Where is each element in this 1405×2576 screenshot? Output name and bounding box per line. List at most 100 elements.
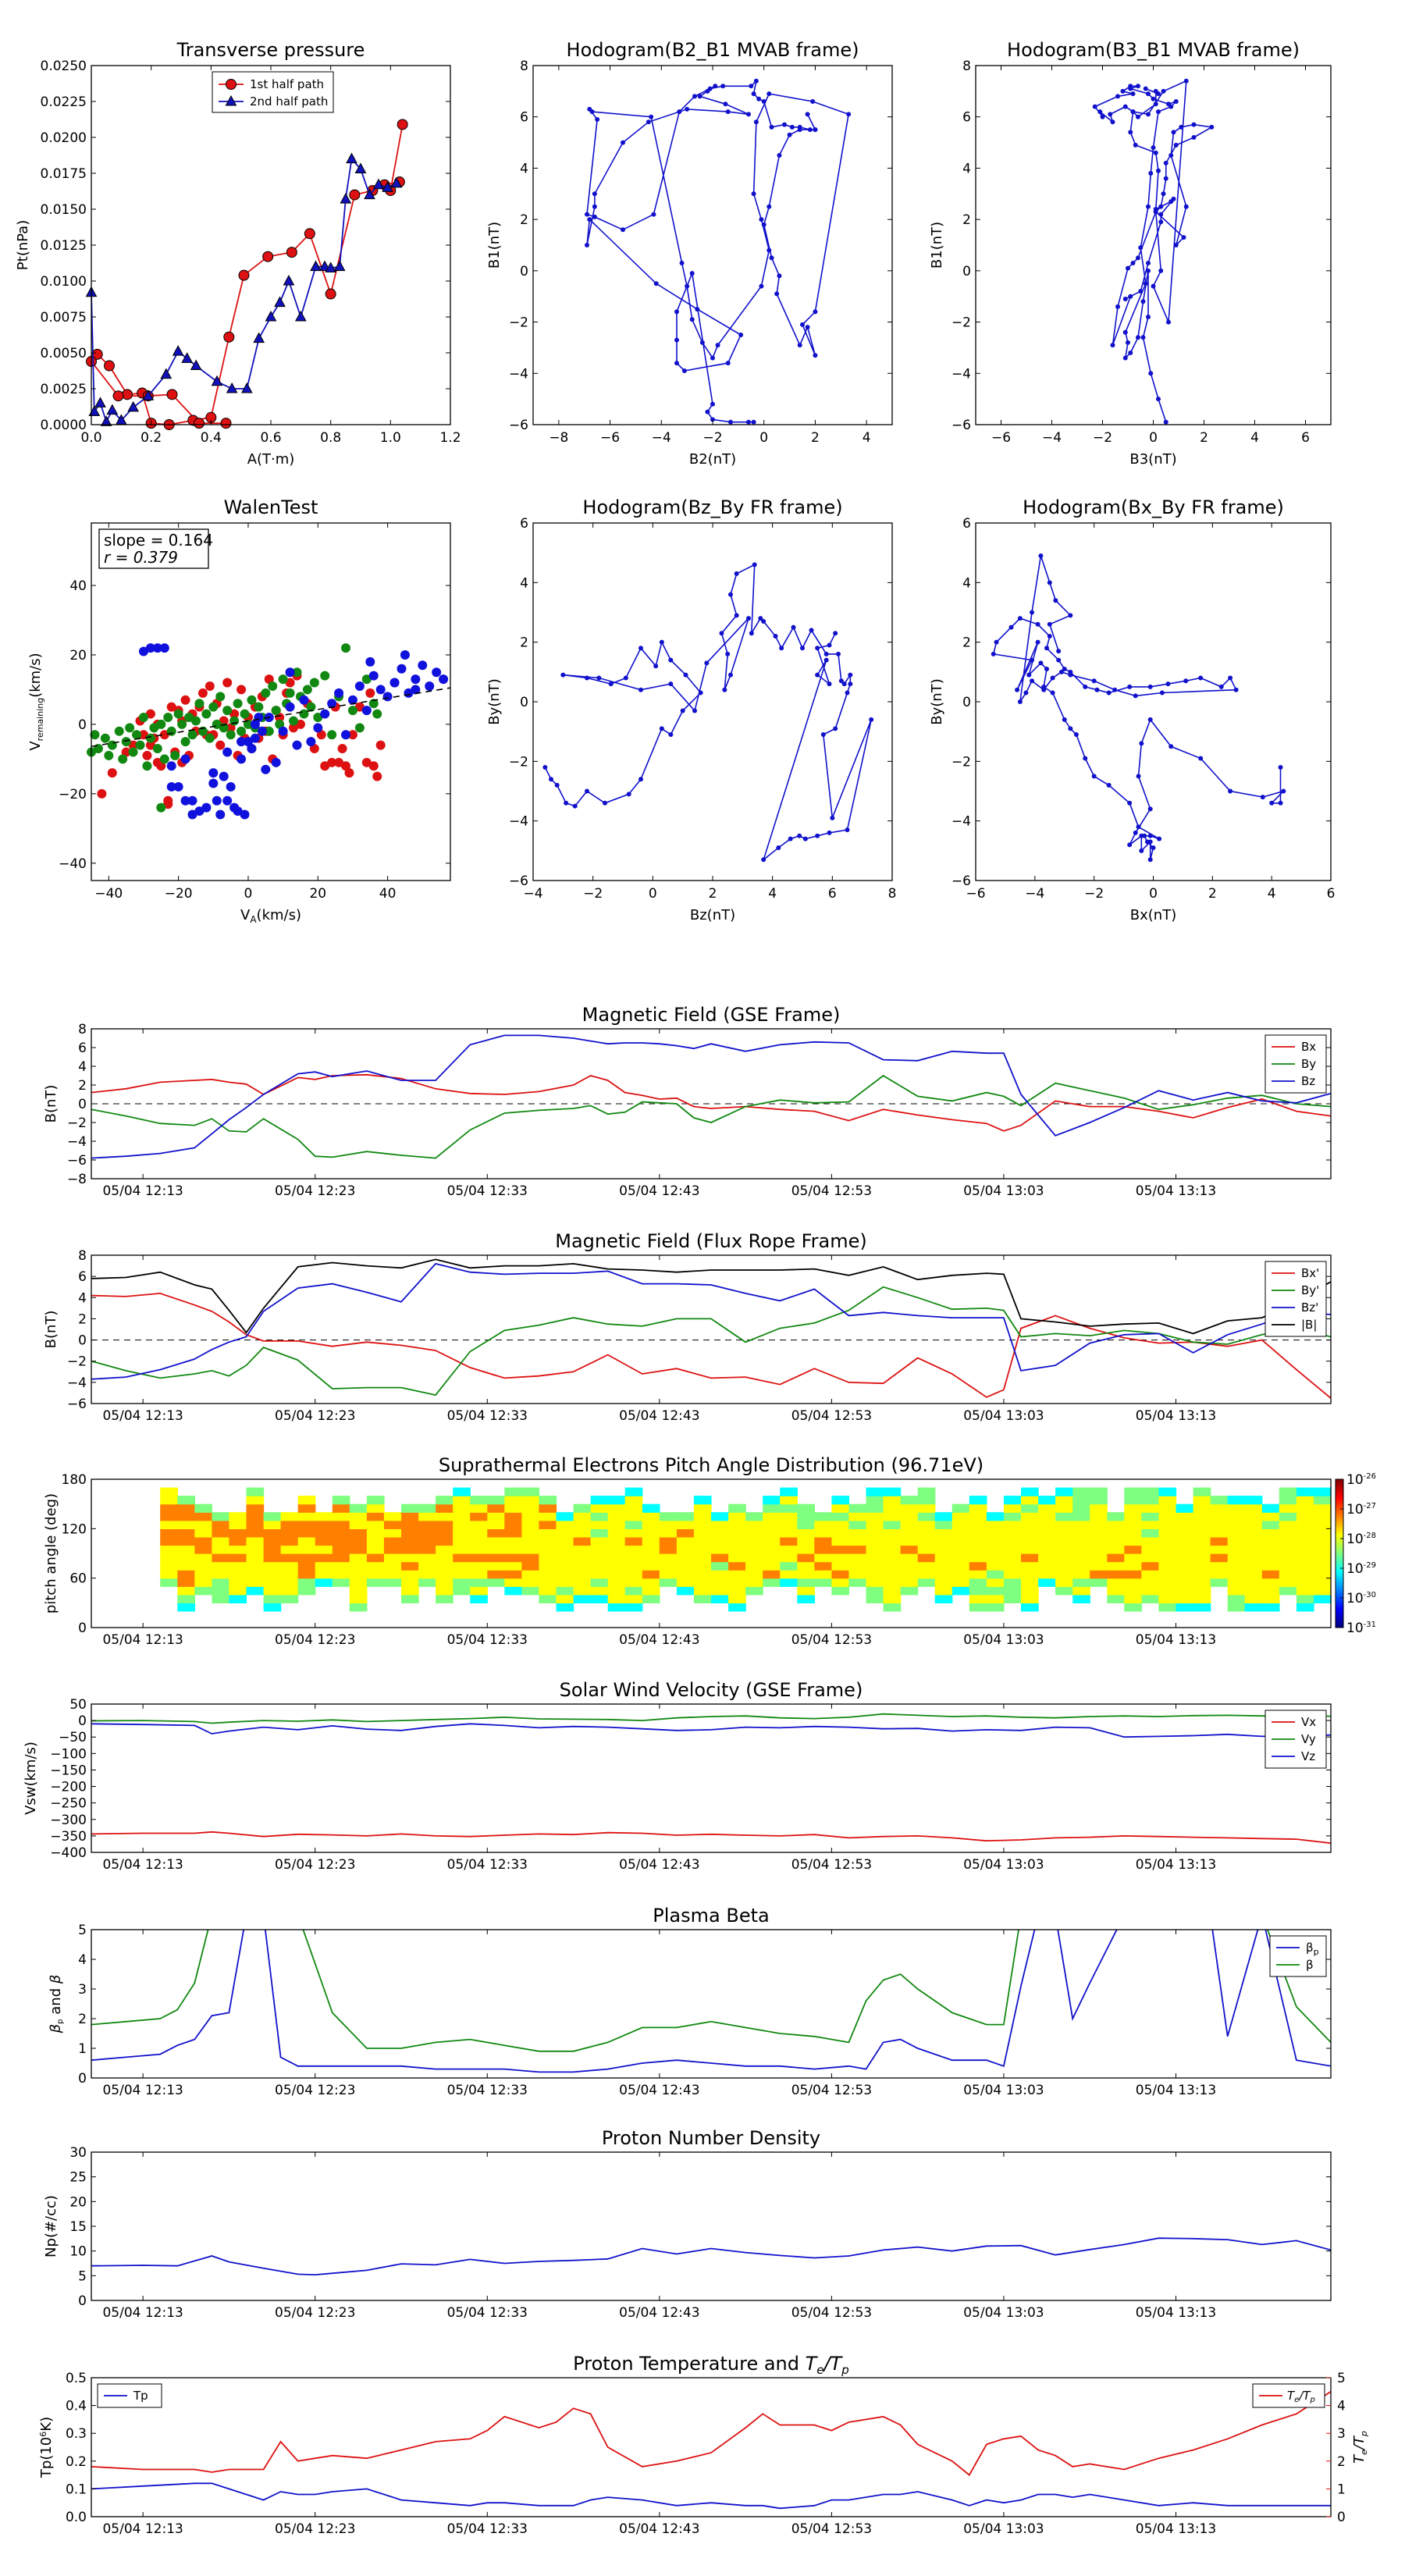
heatmap-cell (969, 1553, 987, 1563)
data-point (751, 419, 756, 425)
data-point (389, 678, 400, 688)
data-point (145, 643, 155, 653)
data-point (361, 706, 372, 716)
data-point (674, 337, 679, 343)
heatmap-cell (539, 1553, 557, 1563)
series-line-1 (91, 1292, 1331, 1399)
data-point (201, 709, 212, 719)
data-point (135, 740, 145, 750)
heatmap-cell (659, 1570, 678, 1579)
heatmap-cell (470, 1536, 488, 1546)
data-point (753, 78, 759, 84)
data-point (354, 723, 365, 733)
heatmap-cell (1021, 1545, 1039, 1554)
heatmap-cell (1072, 1561, 1090, 1571)
tp2-ytick-label: 0.2 (66, 2454, 87, 2470)
heatmap-cell (504, 1496, 522, 1505)
mag_gse-ytick-label: −8 (67, 1172, 87, 1187)
np-ytick-label: 10 (69, 2244, 87, 2260)
heatmap-cell (693, 1545, 712, 1554)
mag_fr-ytick-label: −4 (67, 1375, 87, 1391)
data-point (271, 706, 281, 716)
heatmap-cell (1244, 1496, 1263, 1505)
heatmap-cell (934, 1520, 953, 1529)
heatmap-cell (676, 1520, 695, 1529)
heatmap-cell (212, 1545, 230, 1554)
heatmap-cell (659, 1512, 678, 1521)
heatmap-cell (1244, 1520, 1263, 1529)
data-point (689, 271, 695, 276)
data-point (1168, 744, 1174, 749)
heatmap-cell (383, 1545, 402, 1554)
heatmap-cell (366, 1503, 385, 1513)
heatmap-cell (1038, 1528, 1056, 1538)
heatmap-cell (848, 1561, 867, 1571)
heatmap-cell (745, 1570, 763, 1579)
heatmap-cell (194, 1561, 212, 1571)
heatmap-cell (1107, 1512, 1125, 1521)
heatmap-cell (1072, 1487, 1090, 1496)
data-point (180, 795, 190, 806)
h2-ytick-label: 6 (962, 110, 971, 126)
heatmap-cell (1055, 1496, 1073, 1505)
heatmap-cell (1279, 1545, 1297, 1554)
heatmap-cell (1227, 1603, 1246, 1612)
heatmap-cell (401, 1570, 419, 1579)
legend-label: β (1306, 1958, 1314, 1972)
heatmap-cell (1107, 1520, 1125, 1529)
data-point (1147, 717, 1153, 722)
data-point (285, 678, 295, 688)
tp-xtick-label: 0.2 (140, 430, 162, 446)
heatmap-cell (470, 1561, 488, 1571)
h4-ytick-label: 0 (962, 695, 971, 710)
heatmap-cell (1158, 1503, 1177, 1513)
data-point (1110, 343, 1115, 348)
data-point (1136, 774, 1141, 779)
data-point (247, 695, 257, 705)
heatmap-cell (745, 1561, 763, 1571)
heatmap-cell (194, 1536, 212, 1546)
data-point (1056, 657, 1062, 663)
heatmap-cell (917, 1553, 936, 1563)
heatmap-cell (590, 1578, 609, 1587)
heatmap-cell (263, 1578, 282, 1587)
heatmap-cell (521, 1536, 540, 1546)
heatmap-cell (831, 1496, 850, 1505)
heatmap-cell (470, 1545, 488, 1554)
heatmap-cell (624, 1512, 643, 1521)
heatmap-cell (951, 1561, 970, 1571)
data-point (677, 109, 682, 115)
heatmap-cell (1279, 1496, 1297, 1505)
mag_fr-ytick-label: 0 (78, 1333, 87, 1349)
heatmap-cell (539, 1536, 557, 1546)
np-ytick-label: 15 (69, 2219, 87, 2235)
heatmap-cell (470, 1528, 488, 1538)
heatmap-cell (1124, 1586, 1142, 1596)
heatmap-cell (453, 1512, 471, 1521)
heatmap-cell (1296, 1561, 1314, 1571)
data-point (560, 672, 566, 678)
data-point (302, 685, 312, 695)
data-point (746, 112, 751, 117)
heatmap-cell (624, 1578, 643, 1587)
heatmap-cell (160, 1528, 178, 1538)
heatmap-cell (1261, 1503, 1280, 1513)
legend-box (1264, 1261, 1327, 1337)
heatmap-cell (728, 1561, 746, 1571)
heatmap-cell (797, 1561, 815, 1571)
chart-title: Suprathermal Electrons Pitch Angle Distr… (439, 1454, 984, 1476)
heatmap-cell (453, 1553, 471, 1563)
heatmap-cell (246, 1520, 265, 1529)
heatmap-cell (383, 1528, 402, 1538)
heatmap-cell (1141, 1536, 1160, 1546)
data-point (1030, 610, 1035, 615)
heatmap-cell (453, 1586, 471, 1596)
beta-xtick-label: 05/04 12:13 (102, 2083, 183, 2098)
mag_gse-ytick-label: 2 (78, 1078, 87, 1094)
heatmap-cell (831, 1553, 850, 1563)
heatmap-cell (814, 1512, 832, 1521)
h3-xtick-label: 6 (828, 886, 837, 902)
